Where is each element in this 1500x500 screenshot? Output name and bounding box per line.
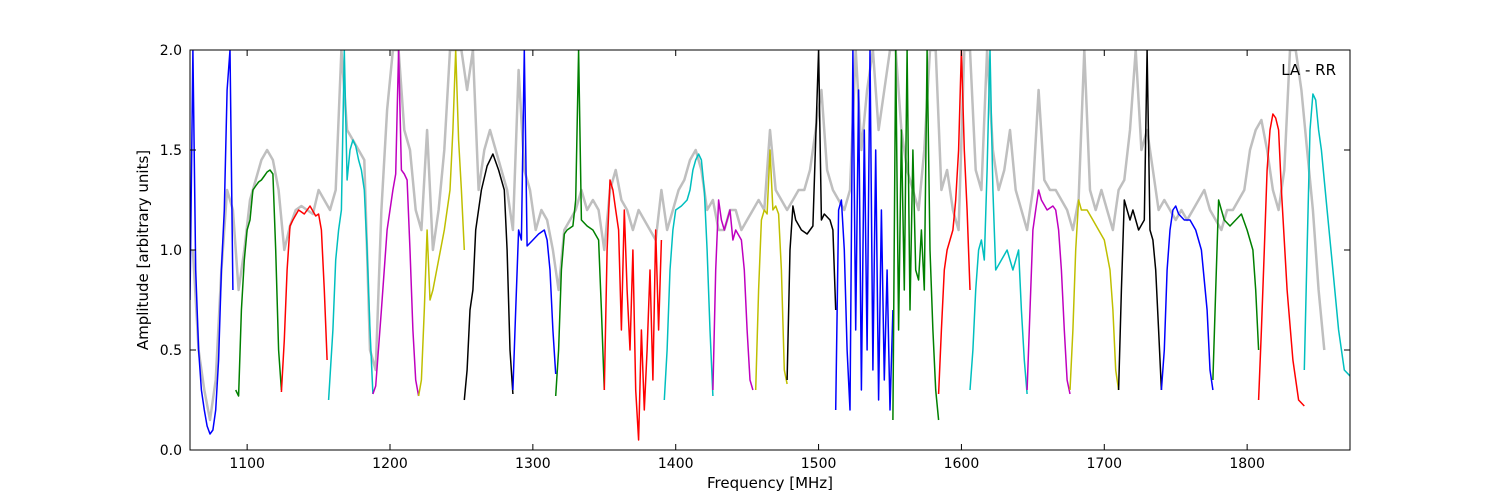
band-trace-7 <box>463 153 514 401</box>
x-axis-label: Frequency [MHz] <box>707 474 833 492</box>
band-trace-3 <box>280 205 328 393</box>
y-tick-label: 0.0 <box>160 443 182 459</box>
y-tick-label: 1.0 <box>160 243 182 259</box>
band-trace-19 <box>1026 189 1071 395</box>
band-trace-14 <box>786 50 837 381</box>
x-tick-label: 1200 <box>372 456 408 472</box>
reference-trace <box>191 50 1326 422</box>
band-trace-13 <box>754 149 788 391</box>
x-tick-label: 1500 <box>801 456 837 472</box>
band-trace-20 <box>1069 199 1120 391</box>
band-trace-15 <box>834 50 894 411</box>
band-trace-24 <box>1257 113 1305 407</box>
band-trace-1 <box>190 50 234 435</box>
band-trace-2 <box>235 169 283 397</box>
band-trace-6 <box>417 50 466 397</box>
x-tick-label: 1100 <box>229 456 265 472</box>
band-trace-17 <box>937 50 971 395</box>
x-tick-label: 1600 <box>944 456 980 472</box>
band-trace-21 <box>1117 50 1163 391</box>
series-layer <box>190 50 1350 441</box>
band-trace-25 <box>1303 93 1350 377</box>
band-trace-22 <box>1160 205 1214 391</box>
band-trace-5 <box>372 50 420 397</box>
x-tick-label: 1800 <box>1229 456 1265 472</box>
band-trace-8 <box>512 50 557 391</box>
band-trace-4 <box>327 50 374 401</box>
x-tick-label: 1400 <box>658 456 694 472</box>
panel-annotation: LA - RR <box>1281 61 1336 79</box>
x-tick-label: 1700 <box>1086 456 1122 472</box>
band-trace-16 <box>892 50 940 421</box>
y-tick-label: 0.5 <box>160 343 182 359</box>
band-trace-9 <box>554 50 606 397</box>
y-tick-label: 1.5 <box>160 143 182 159</box>
reference-layer <box>191 50 1326 422</box>
x-axis-ticks: 1100 1200 1300 1400 1500 1600 1700 1800 <box>229 50 1265 472</box>
x-tick-label: 1300 <box>515 456 551 472</box>
band-trace-23 <box>1212 199 1260 381</box>
band-trace-10 <box>603 179 663 441</box>
band-trace-18 <box>969 50 1028 395</box>
y-axis-ticks: 0.0 0.5 1.0 1.5 2.0 <box>160 43 1350 459</box>
y-tick-label: 2.0 <box>160 43 182 59</box>
plot-area <box>190 50 1350 450</box>
band-trace-12 <box>712 199 754 391</box>
band-trace-11 <box>663 153 714 401</box>
y-axis-label: Amplitude [arbitrary units] <box>134 150 152 350</box>
